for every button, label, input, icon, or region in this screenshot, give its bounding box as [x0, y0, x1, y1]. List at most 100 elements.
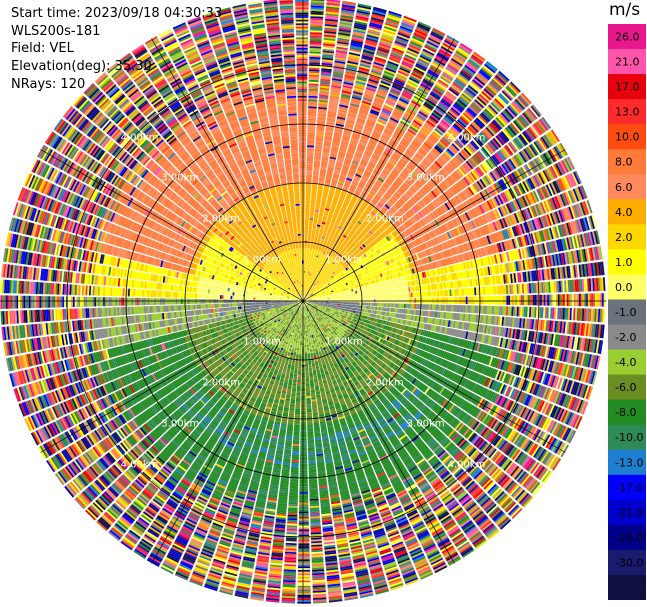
range-gate	[309, 214, 314, 217]
range-gate	[333, 235, 338, 239]
range-gate	[333, 197, 339, 201]
range-gate	[363, 153, 371, 159]
range-gate	[335, 121, 345, 126]
range-gate	[359, 293, 362, 297]
range-gate	[314, 151, 322, 154]
range-gate	[312, 230, 316, 233]
range-gate	[298, 111, 307, 114]
range-gate	[308, 278, 310, 281]
range-gate	[308, 230, 312, 233]
range-gate	[346, 120, 355, 125]
range-gate	[304, 230, 308, 233]
range-gate	[342, 134, 351, 138]
range-gate	[322, 193, 328, 196]
range-gate	[367, 117, 377, 123]
range-gate	[304, 294, 305, 296]
range-gate	[296, 56, 308, 59]
range-gate	[310, 261, 313, 264]
range-gate	[365, 87, 376, 92]
range-gate	[350, 43, 363, 48]
range-gate	[357, 116, 367, 121]
range-gate	[317, 222, 321, 226]
range-gate	[370, 17, 384, 23]
range-gate	[304, 233, 308, 236]
range-gate	[308, 284, 310, 287]
range-gate	[352, 33, 365, 38]
range-gate	[324, 226, 329, 230]
range-gate	[324, 180, 331, 184]
range-gate	[295, 21, 309, 24]
range-gate	[396, 35, 409, 42]
range-gate	[304, 232, 308, 234]
range-gate	[351, 96, 362, 101]
range-gate	[386, 62, 399, 69]
range-gate	[338, 296, 340, 298]
range-gate	[339, 211, 345, 215]
range-gate	[368, 140, 377, 146]
range-gate	[317, 220, 322, 224]
range-gate	[324, 239, 328, 242]
range-gate	[306, 173, 313, 176]
range-gate	[399, 65, 411, 72]
range-gate	[310, 21, 323, 24]
range-gate	[321, 66, 332, 70]
range-gate	[366, 36, 379, 41]
range-gate	[307, 134, 315, 137]
range-gate	[304, 258, 306, 261]
range-gate	[344, 292, 347, 296]
range-gate	[319, 89, 330, 92]
range-gate	[310, 239, 314, 242]
range-gate	[335, 207, 341, 211]
range-gate	[335, 53, 347, 57]
range-gate	[321, 157, 329, 160]
range-gate	[319, 85, 330, 89]
range-gate	[344, 180, 351, 185]
range-gate	[365, 122, 375, 128]
range-gate	[343, 297, 346, 300]
range-gate	[327, 216, 332, 219]
range-gate	[370, 109, 380, 114]
range-gate	[317, 121, 326, 124]
range-gate	[373, 129, 382, 135]
range-gate	[309, 55, 321, 58]
range-gate	[313, 165, 320, 168]
range-gate	[366, 85, 377, 91]
range-gate	[376, 122, 385, 128]
range-gate	[347, 297, 349, 300]
range-gate	[355, 293, 358, 297]
range-gate	[373, 99, 384, 105]
range-gate	[336, 116, 346, 120]
range-gate	[340, 142, 349, 147]
range-gate	[357, 296, 360, 300]
range-gate	[329, 235, 333, 239]
range-gate	[313, 220, 318, 223]
range-gate	[337, 200, 343, 205]
range-gate	[341, 293, 344, 296]
range-gate	[353, 87, 364, 92]
range-gate	[398, 29, 412, 36]
range-gate	[338, 214, 343, 218]
range-gate	[323, 191, 329, 195]
range-gate	[306, 159, 314, 162]
range-gate	[322, 57, 334, 61]
range-gate	[318, 256, 321, 259]
range-gate	[305, 196, 311, 199]
range-gate	[316, 261, 319, 264]
range-gate	[416, 24, 430, 32]
range-gate	[317, 298, 319, 300]
range-gate	[308, 101, 318, 104]
range-gate	[297, 72, 308, 75]
range-gate	[379, 39, 393, 46]
range-gate	[308, 90, 318, 93]
range-gate	[343, 130, 352, 135]
range-gate	[321, 68, 332, 71]
range-gate	[319, 91, 329, 94]
range-gate	[368, 77, 380, 82]
range-gate	[315, 208, 320, 211]
range-gate	[324, 228, 328, 231]
range-gate	[383, 26, 397, 32]
range-gate	[308, 255, 312, 258]
range-gate	[357, 6, 371, 12]
range-gate	[296, 58, 308, 61]
range-gate	[325, 251, 329, 255]
